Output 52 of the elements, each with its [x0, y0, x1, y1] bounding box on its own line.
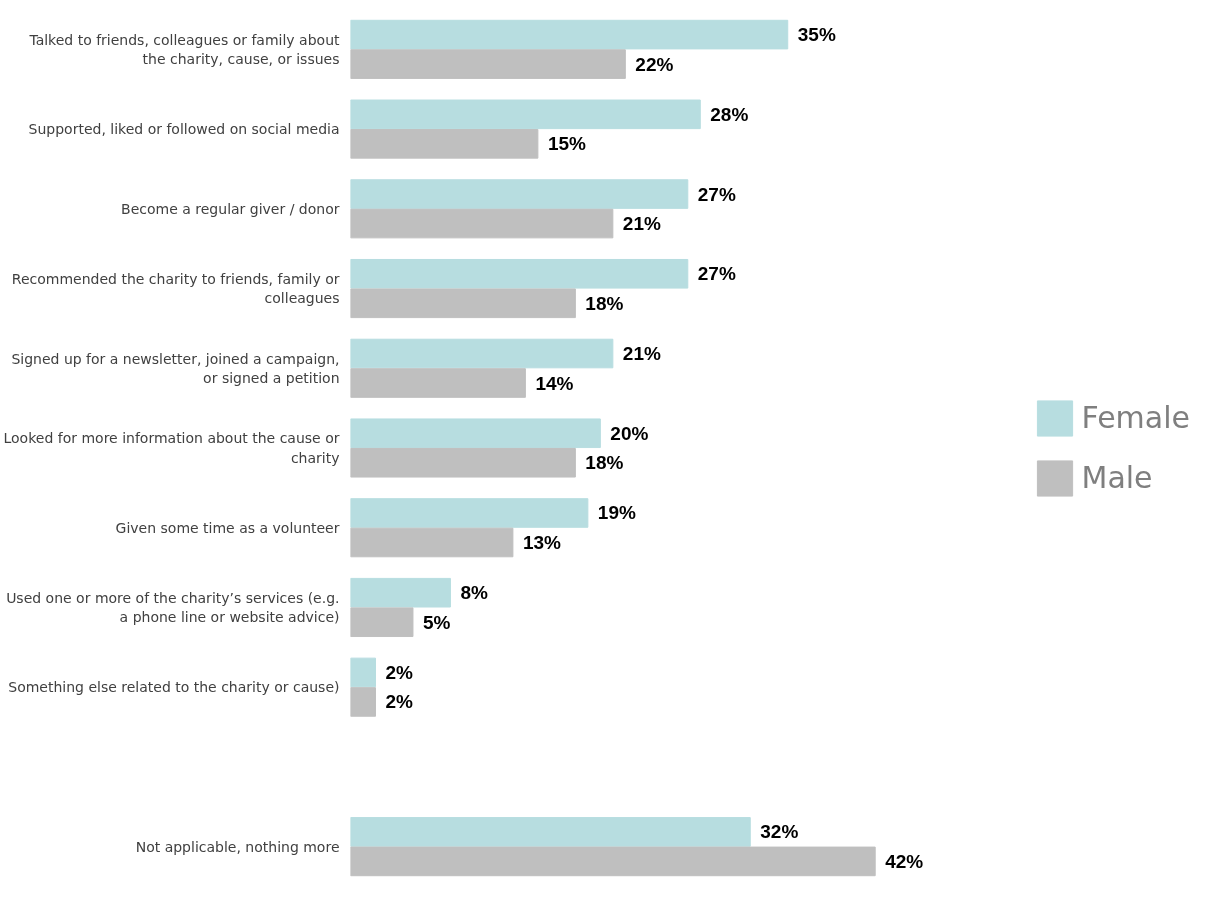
bar [350, 607, 414, 638]
data-label: 2% [385, 661, 414, 683]
bar [350, 817, 751, 847]
data-label: 27% [697, 183, 736, 205]
bar [350, 846, 876, 877]
bar [350, 208, 614, 239]
data-label: 21% [622, 343, 661, 365]
y-tick-label: Signed up for a newsletter, joined a campaign, or signed a petition [11, 350, 340, 386]
y-tick-label: Become a regular giver / donor [121, 200, 340, 217]
data-label: 8% [460, 582, 489, 604]
data-label: 35% [797, 24, 836, 46]
data-label: 22% [635, 53, 674, 75]
bar [350, 49, 626, 79]
bar [350, 657, 376, 688]
data-label: 14% [535, 372, 574, 394]
y-tick-label: Recommended the charity to friends, family or colleagues [11, 270, 340, 307]
data-label: 21% [622, 213, 661, 235]
y-tick-label: Supported, liked or followed on social media [28, 121, 340, 138]
bar [350, 99, 701, 130]
y-tick-label: Something else related to the charity or cause) [8, 679, 340, 696]
bar [350, 129, 539, 159]
bar [350, 498, 589, 528]
y-tick-label: Looked for more information about the cause or charity [3, 430, 340, 466]
y-tick-label: Not applicable, nothing more [135, 838, 340, 855]
data-label: 27% [697, 263, 736, 285]
y-tick-label: Used one or more of the charity’s services (e.g. a phone line or website advice) [6, 589, 340, 626]
data-label: 5% [422, 611, 451, 633]
data-label: 18% [585, 452, 624, 474]
bar [350, 368, 526, 398]
bar [350, 418, 601, 449]
data-label: 2% [385, 691, 414, 713]
data-label: 19% [597, 502, 636, 524]
legend-label: Female [1081, 400, 1190, 435]
bar [350, 447, 576, 478]
bar [350, 179, 689, 209]
data-label: 20% [610, 422, 649, 444]
bar [350, 577, 451, 608]
data-label: 28% [710, 103, 749, 125]
data-label: 18% [585, 292, 624, 314]
bar [350, 19, 789, 50]
data-label: 15% [547, 133, 587, 155]
bar [350, 687, 376, 717]
bar [350, 288, 576, 319]
y-tick-label: Given some time as a volunteer [115, 519, 340, 536]
data-label: 42% [885, 850, 924, 872]
legend-label: Male [1081, 460, 1153, 495]
data-label: 13% [522, 531, 562, 553]
data-label: 32% [760, 821, 799, 843]
bar [350, 258, 689, 289]
bar [350, 338, 614, 369]
bar [350, 527, 514, 558]
y-tick-label: Talked to friends, colleagues or family about the charity, cause, or issues [28, 31, 341, 67]
